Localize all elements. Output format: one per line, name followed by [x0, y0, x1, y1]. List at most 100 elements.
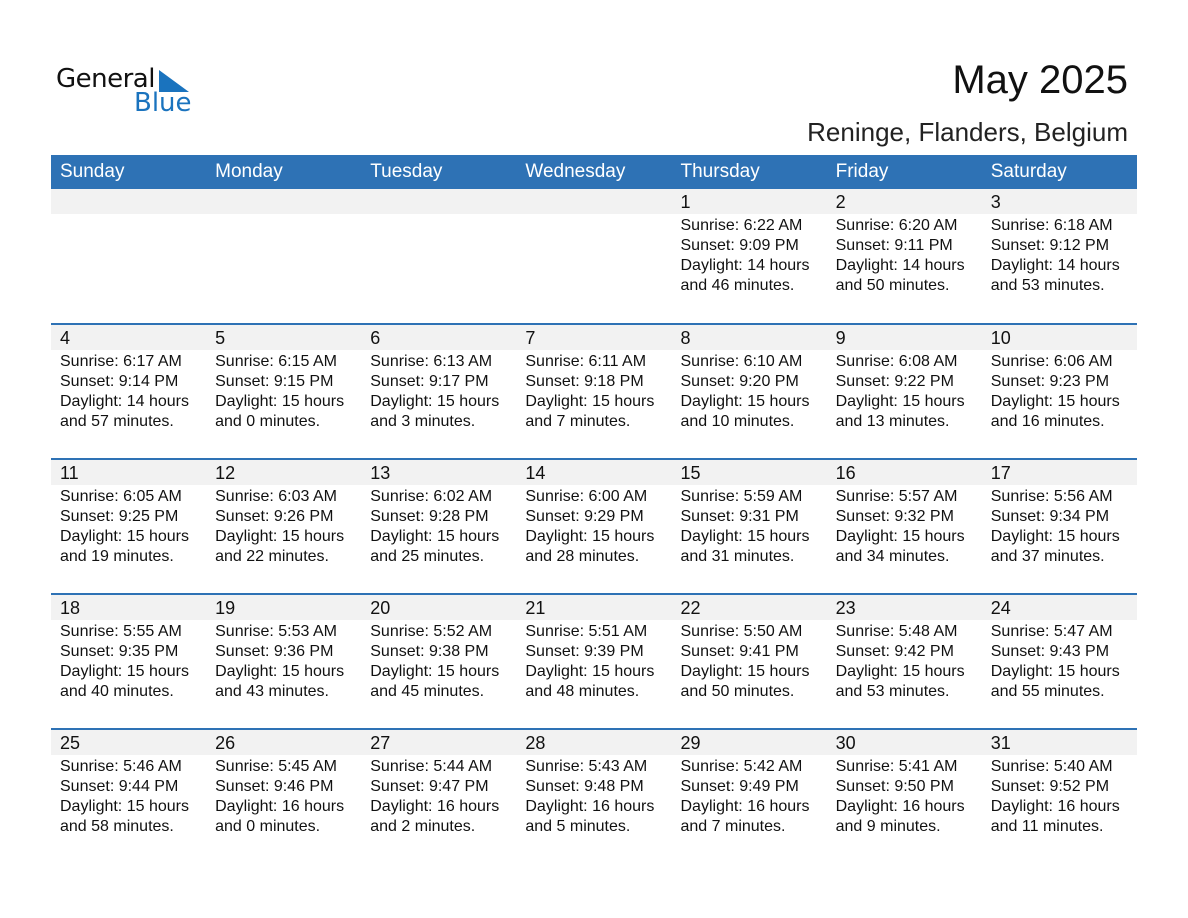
- sunrise-text: Sunrise: 5:50 AM: [680, 623, 803, 640]
- daylight-text: Daylight: 15 hours: [990, 528, 1120, 545]
- minutes-text: and 22 minutes.: [215, 548, 329, 565]
- day-cell: Sunrise: 5:57 AM Sunset: 9:32 PM Daylight:…: [827, 485, 982, 567]
- minutes-text: and 7 minutes.: [525, 413, 631, 430]
- day-cell: Sunrise: 5:47 AM Sunset: 9:43 PM Daylight:…: [982, 620, 1137, 702]
- sunset-text: Sunset: 9:44 PM: [60, 778, 179, 795]
- sunset-text: Sunset: 9:36 PM: [215, 643, 334, 660]
- day-cell: Sunrise: 5:59 AM Sunset: 9:31 PM Daylight:…: [672, 485, 827, 567]
- day-cell: Sunrise: 5:52 AM Sunset: 9:38 PM Daylight:…: [361, 620, 516, 702]
- sunset-text: Sunset: 9:43 PM: [990, 643, 1110, 660]
- day-number: 17: [981, 460, 1137, 485]
- day-number: 13: [361, 460, 517, 485]
- page-title: May 2025: [952, 58, 1128, 102]
- day-cell: [51, 214, 206, 296]
- sunset-text: Sunset: 9:15 PM: [215, 373, 334, 390]
- sunrise-text: Sunrise: 5:53 AM: [215, 623, 337, 640]
- minutes-text: and 5 minutes.: [525, 818, 631, 835]
- daylight-text: Daylight: 15 hours: [60, 798, 189, 815]
- day-number: [361, 189, 517, 214]
- minutes-text: and 43 minutes.: [215, 683, 329, 700]
- daylight-text: Daylight: 15 hours: [370, 663, 500, 680]
- minutes-text: and 11 minutes.: [990, 818, 1104, 835]
- sunrise-text: Sunrise: 5:51 AM: [525, 623, 648, 640]
- day-number: [206, 189, 362, 214]
- weekday-tuesday: Tuesday: [370, 161, 443, 182]
- sunset-text: Sunset: 9:42 PM: [835, 643, 954, 660]
- day-cell: Sunrise: 5:40 AM Sunset: 9:52 PM Daylight:…: [982, 755, 1137, 837]
- minutes-text: and 3 minutes.: [370, 413, 476, 430]
- daylight-text: Daylight: 15 hours: [215, 393, 345, 410]
- day-number: 3: [981, 189, 1137, 214]
- minutes-text: and 40 minutes.: [60, 683, 174, 700]
- day-number: 14: [516, 460, 672, 485]
- day-cell: Sunrise: 6:18 AM Sunset: 9:12 PM Daylight:…: [982, 214, 1137, 296]
- minutes-text: and 57 minutes.: [60, 413, 174, 430]
- day-cell: Sunrise: 6:17 AM Sunset: 9:14 PM Daylight:…: [51, 350, 206, 432]
- day-number: 9: [826, 325, 982, 350]
- daylight-text: Daylight: 15 hours: [990, 663, 1120, 680]
- daylight-text: Daylight: 15 hours: [370, 393, 500, 410]
- day-number: [516, 189, 672, 214]
- day-cell: [206, 214, 361, 296]
- sunrise-text: Sunrise: 5:55 AM: [60, 623, 182, 640]
- daylight-text: Daylight: 15 hours: [525, 663, 655, 680]
- day-cell: Sunrise: 6:10 AM Sunset: 9:20 PM Daylight:…: [672, 350, 827, 432]
- sunrise-text: Sunrise: 6:11 AM: [525, 353, 647, 370]
- day-cell: Sunrise: 5:53 AM Sunset: 9:36 PM Daylight:…: [206, 620, 361, 702]
- sunrise-text: Sunrise: 5:59 AM: [680, 488, 803, 505]
- day-cell: [361, 214, 516, 296]
- day-number: 12: [206, 460, 362, 485]
- sunrise-text: Sunrise: 6:15 AM: [215, 353, 337, 370]
- daylight-text: Daylight: 15 hours: [835, 393, 965, 410]
- minutes-text: and 48 minutes.: [525, 683, 640, 700]
- sunrise-text: Sunrise: 5:42 AM: [680, 758, 803, 775]
- sunrise-text: Sunrise: 6:22 AM: [680, 217, 803, 234]
- sunset-text: Sunset: 9:28 PM: [370, 508, 489, 525]
- daylight-text: Daylight: 14 hours: [680, 257, 810, 274]
- sunrise-text: Sunrise: 6:05 AM: [60, 488, 182, 505]
- minutes-text: and 28 minutes.: [525, 548, 640, 565]
- sunset-text: Sunset: 9:14 PM: [60, 373, 179, 390]
- minutes-text: and 58 minutes.: [60, 818, 174, 835]
- day-number: 10: [981, 325, 1137, 350]
- daylight-text: Daylight: 15 hours: [215, 663, 345, 680]
- minutes-text: and 2 minutes.: [370, 818, 476, 835]
- daylight-text: Daylight: 15 hours: [835, 663, 965, 680]
- weekday-monday: Monday: [215, 161, 283, 182]
- minutes-text: and 46 minutes.: [680, 277, 795, 294]
- day-number: 18: [51, 595, 207, 620]
- day-cell: Sunrise: 5:56 AM Sunset: 9:34 PM Daylight:…: [982, 485, 1137, 567]
- daylight-text: Daylight: 16 hours: [990, 798, 1120, 815]
- day-cell: Sunrise: 5:42 AM Sunset: 9:49 PM Daylight:…: [672, 755, 827, 837]
- daylight-text: Daylight: 15 hours: [680, 393, 810, 410]
- day-cell: Sunrise: 6:22 AM Sunset: 9:09 PM Daylight:…: [672, 214, 827, 296]
- day-cell: Sunrise: 6:20 AM Sunset: 9:11 PM Daylight:…: [827, 214, 982, 296]
- day-number: 6: [361, 325, 517, 350]
- sunset-text: Sunset: 9:35 PM: [60, 643, 179, 660]
- daylight-text: Daylight: 16 hours: [835, 798, 965, 815]
- sunrise-text: Sunrise: 5:57 AM: [835, 488, 958, 505]
- day-number: 16: [826, 460, 982, 485]
- minutes-text: and 19 minutes.: [60, 548, 174, 565]
- sunrise-text: Sunrise: 5:45 AM: [215, 758, 337, 775]
- minutes-text: and 0 minutes.: [215, 818, 321, 835]
- sunset-text: Sunset: 9:46 PM: [215, 778, 334, 795]
- minutes-text: and 9 minutes.: [835, 818, 941, 835]
- daylight-text: Daylight: 15 hours: [990, 393, 1120, 410]
- weekday-sunday: Sunday: [60, 161, 125, 182]
- weekday-saturday: Saturday: [990, 161, 1067, 182]
- day-number: 31: [981, 730, 1137, 755]
- sunset-text: Sunset: 9:41 PM: [680, 643, 799, 660]
- day-number: 23: [826, 595, 982, 620]
- minutes-text: and 55 minutes.: [990, 683, 1105, 700]
- sunset-text: Sunset: 9:31 PM: [680, 508, 799, 525]
- week-row: 4 5 6 7 8 9 10 Sunrise: 6:17 AM Sunset: 9:14 PM D…: [51, 323, 1137, 458]
- sunrise-text: Sunrise: 5:46 AM: [60, 758, 182, 775]
- day-number: 29: [671, 730, 827, 755]
- day-number: 15: [671, 460, 827, 485]
- day-cell: Sunrise: 6:11 AM Sunset: 9:18 PM Daylight:…: [516, 350, 671, 432]
- minutes-text: and 16 minutes.: [990, 413, 1105, 430]
- sunset-text: Sunset: 9:26 PM: [215, 508, 334, 525]
- week-row: 25 26 27 28 29 30 31 Sunrise: 5:46 AM Sunset: 9:…: [51, 728, 1137, 863]
- day-number: 11: [51, 460, 207, 485]
